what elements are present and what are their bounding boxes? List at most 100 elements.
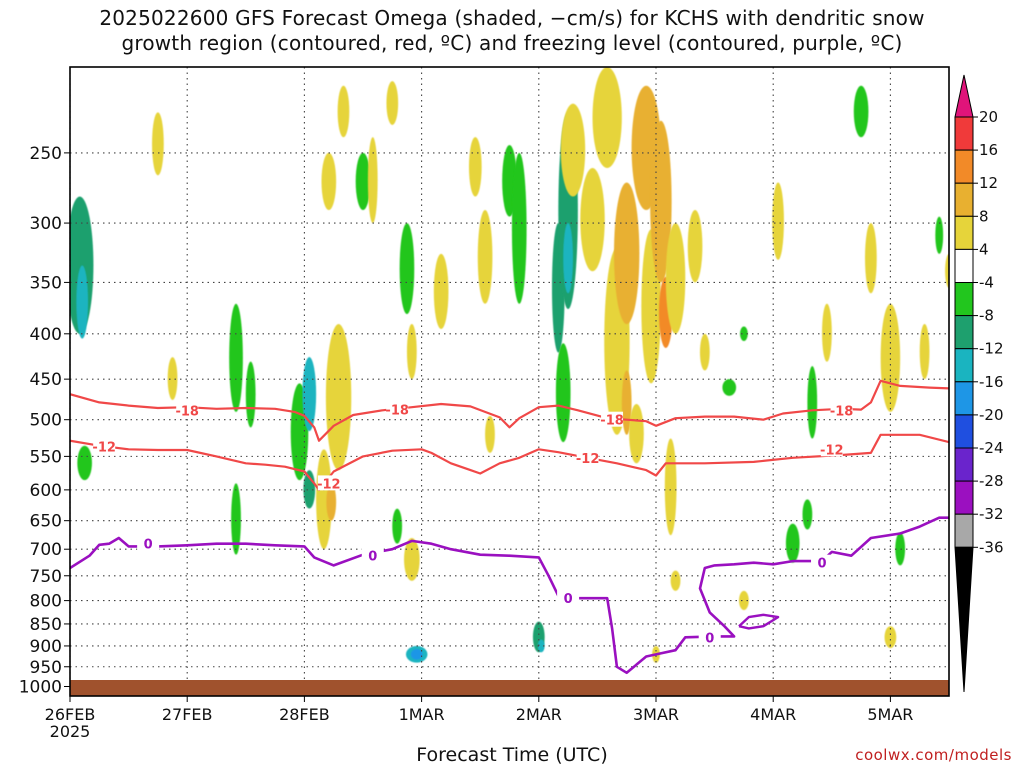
colorbar-label: -32: [979, 505, 1004, 523]
omega-blob: [231, 483, 241, 555]
omega-blob: [367, 137, 378, 224]
omega-blob: [853, 85, 869, 138]
omega-blob: [229, 303, 243, 412]
omega-blob: [355, 152, 371, 211]
freezing-level-contour-label: 0: [564, 592, 573, 607]
minus18-contour-label: -18: [830, 404, 854, 419]
minus18-contour-label-bg: [386, 401, 409, 417]
x-tick-label: 2MAR: [516, 705, 562, 724]
y-tick-label: 550: [30, 447, 62, 467]
omega-blob: [245, 361, 256, 428]
freezing-level-contour-label-bg: [361, 547, 384, 563]
omega-blob: [772, 182, 784, 260]
freezing-level-contour-label-bg: [137, 535, 160, 551]
colorbar-top-extend: [954, 74, 974, 118]
omega-blob: [433, 253, 449, 329]
colorbar-segment: [954, 513, 974, 548]
colorbar-label: -16: [979, 373, 1004, 391]
omega-blob: [152, 112, 164, 176]
freezing-level-contour-label: 0: [144, 538, 153, 553]
minus18-contour-label-bg: [601, 411, 624, 427]
y-tick-label: 950: [30, 658, 62, 678]
colorbar-label: 4: [979, 240, 989, 258]
freezing-level-contour-label: 0: [705, 631, 714, 646]
x-tick-label: 26FEB: [45, 705, 96, 724]
colorbar-label: 12: [979, 174, 998, 192]
omega-blob: [822, 303, 832, 362]
minus12-contour-label-bg: [820, 441, 843, 457]
omega-blob: [739, 590, 749, 611]
colorbar-label: 8: [979, 207, 989, 225]
y-tick-label: 650: [30, 512, 62, 532]
colorbar-label: -24: [979, 439, 1004, 457]
contour-layer: -18 -18 -18 -18 -12 -12 -12 -12 0 0 0 0 0: [70, 379, 949, 675]
minus12-contour-label: -12: [92, 440, 116, 455]
x-tick-label: 27FEB: [162, 705, 213, 724]
colorbar-label: -4: [979, 274, 994, 292]
minus18-contour: [70, 379, 949, 442]
omega-blob: [802, 499, 813, 530]
omega-blob: [935, 216, 944, 254]
omega-blob: [316, 449, 332, 550]
omega-blob: [560, 103, 586, 197]
colorbar: 20 16 12 8 4 -4 -8 -12 -16 -20 -24 -28 -32 -36: [954, 74, 1004, 693]
y-tick-label: 900: [30, 637, 62, 657]
omega-blob: [807, 366, 818, 439]
chart-title-line1: 2025022600 GFS Forecast Omega (shaded, −…: [99, 6, 925, 30]
freezing-level-contour-label-bg: [811, 554, 834, 570]
freezing-level-contour: [70, 516, 949, 675]
omega-blob: [945, 253, 949, 288]
omega-blob: [592, 67, 622, 168]
omega-blob: [511, 152, 527, 304]
colorbar-segment: [954, 348, 974, 383]
colorbar-segment: [954, 248, 974, 283]
y-tick-label: 350: [30, 273, 62, 293]
colorbar-label: -28: [979, 472, 1004, 490]
omega-blob: [485, 415, 495, 453]
colorbar-label: 20: [979, 108, 998, 126]
plot-frame: [69, 66, 950, 697]
x-axis-title: Forecast Time (UTC): [416, 744, 608, 766]
freezing-level-contour-label-bg: [557, 590, 580, 606]
omega-blob: [404, 538, 420, 581]
minus12-contour-label: -12: [317, 477, 341, 492]
minus18-contour-label: -18: [385, 404, 409, 419]
y-tick-label: 500: [30, 411, 62, 431]
colorbar-label: -12: [979, 340, 1004, 358]
minus18-contour-label-bg: [176, 402, 199, 418]
colorbar-segment: [954, 182, 974, 217]
freezing-level-loop: [738, 613, 780, 630]
y-axis: 2503003504004505005506006507007508008509…: [19, 144, 70, 697]
x-tick-label: 28FEB: [279, 705, 330, 724]
minus12-contour-label: -12: [820, 443, 844, 458]
omega-blob: [865, 223, 877, 294]
omega-blob: [321, 152, 337, 211]
freezing-level-contour-label: 0: [368, 550, 377, 565]
colorbar-segment: [954, 315, 974, 350]
omega-blob: [537, 639, 545, 653]
colorbar-segment: [954, 282, 974, 317]
surface-terrain-band: [70, 680, 949, 696]
omega-blob: [563, 223, 573, 294]
colorbar-bottom-extend: [954, 546, 974, 693]
omega-blob: [326, 483, 337, 521]
y-tick-label: 700: [30, 540, 62, 560]
x-tick-label: 4MAR: [750, 705, 796, 724]
y-tick-label: 1000: [19, 677, 62, 697]
source-credit: coolwx.com/models: [855, 746, 1012, 764]
omega-blob: [665, 223, 686, 334]
colorbar-segment: [954, 149, 974, 184]
y-tick-label: 250: [30, 144, 62, 164]
omega-blob: [722, 379, 737, 396]
x-tick-sublabel: 2025: [50, 722, 91, 741]
colorbar-label: 16: [979, 141, 998, 159]
freezing-level-contour-label-bg: [698, 629, 721, 645]
colorbar-label: -8: [979, 307, 994, 325]
omega-blob: [580, 167, 605, 272]
omega-blob: [325, 324, 352, 471]
omega-blob: [670, 570, 681, 591]
minus12-contour-label-bg: [93, 438, 116, 454]
colorbar-segment: [954, 215, 974, 250]
omega-shading-layer: [70, 67, 949, 663]
